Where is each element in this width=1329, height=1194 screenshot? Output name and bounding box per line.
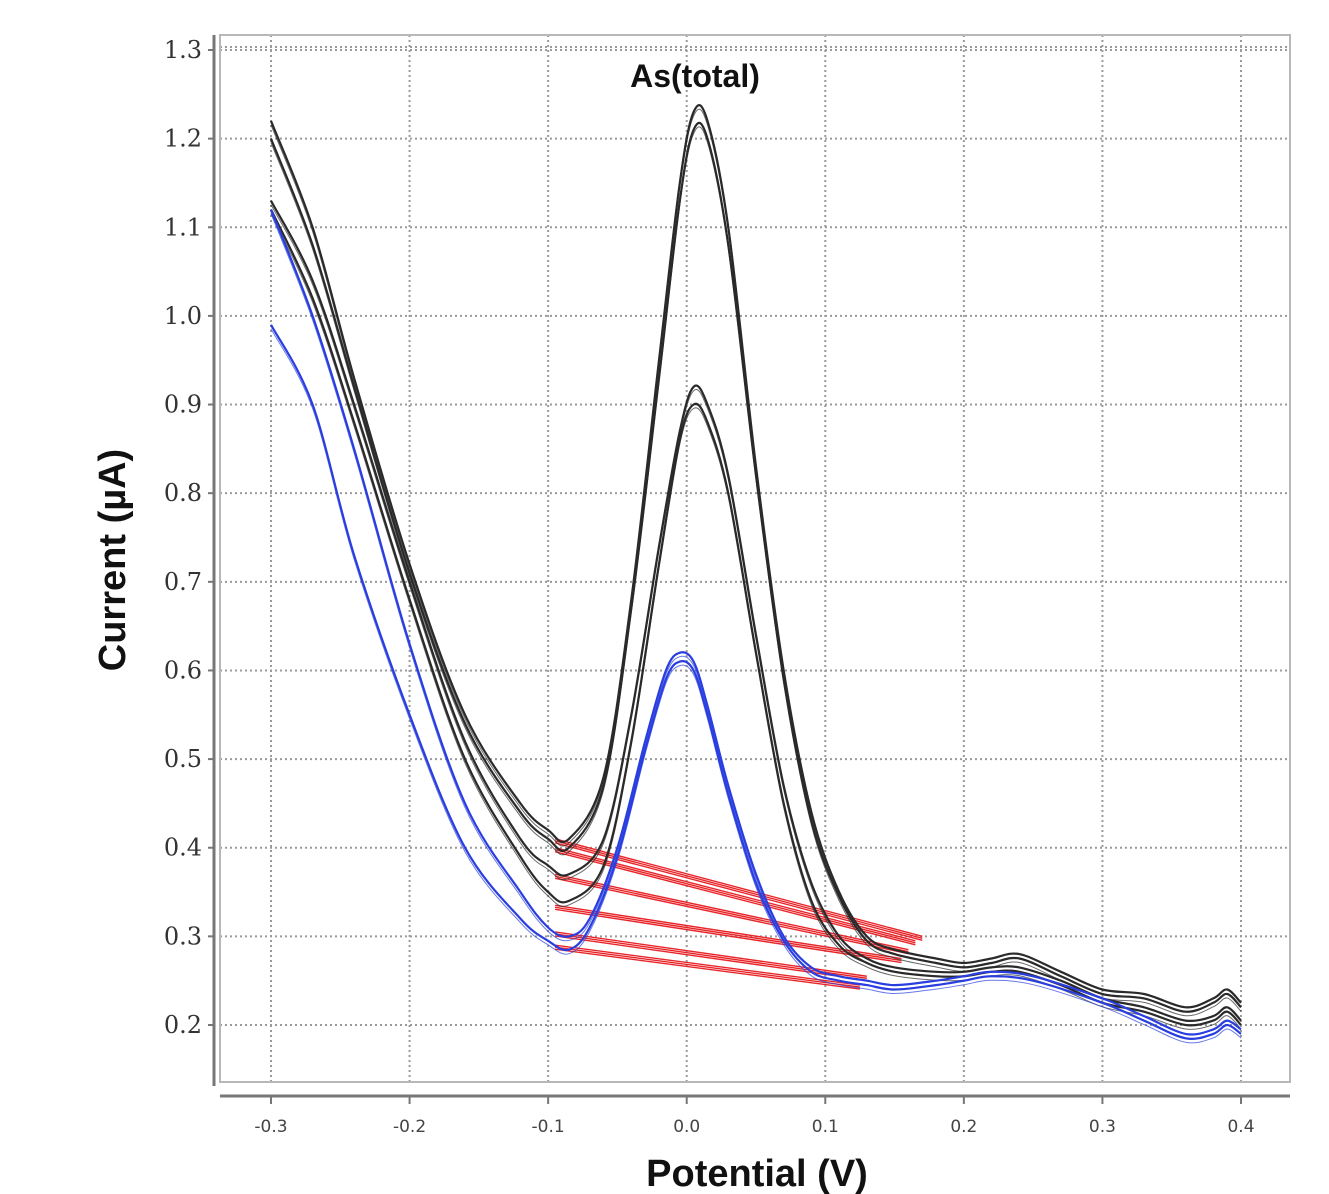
x-axis-ticks: -0.3 -0.2 -0.1 0.0 0.1 0.2 0.3 0.4 — [254, 1096, 1255, 1137]
series-lines — [269, 104, 1242, 1044]
baseline-line — [554, 875, 909, 953]
series-line — [269, 121, 1242, 1013]
baseline-line — [554, 847, 916, 942]
baseline-line — [554, 946, 861, 988]
series-line-echo — [270, 328, 1242, 1044]
baseline-line — [554, 933, 867, 979]
x-tick-label: 0.3 — [1089, 1117, 1116, 1137]
series-line — [270, 324, 1242, 1040]
y-tick-label: 1.0 — [164, 302, 202, 330]
y-axis-ticks: 0.2 0.3 0.4 0.5 0.6 0.7 0.8 0.9 1.0 1.1 1.2 1.3 — [164, 36, 214, 1039]
x-tick-label: -0.2 — [393, 1117, 426, 1137]
y-tick-label: 0.3 — [164, 922, 202, 950]
baseline-line — [554, 935, 867, 981]
y-tick-label: 0.7 — [164, 568, 202, 596]
y-tick-label: 1.1 — [164, 213, 202, 241]
y-tick-label: 0.4 — [164, 834, 202, 862]
plot-frame — [212, 34, 1291, 1098]
series-line-echo — [270, 126, 1242, 1017]
plot-area — [219, 34, 1291, 1083]
y-tick-label: 0.8 — [164, 479, 202, 507]
x-tick-label: -0.1 — [532, 1117, 565, 1137]
x-tick-label: 0.1 — [812, 1117, 839, 1137]
y-axis-label: Current (µA) — [92, 449, 134, 671]
x-tick-label: 0.0 — [673, 1117, 700, 1137]
baseline-line — [554, 873, 909, 951]
y-tick-label: 1.2 — [164, 125, 202, 153]
series-line — [269, 104, 1242, 1009]
series-line — [270, 200, 1242, 1023]
baseline-lines — [554, 838, 923, 990]
x-tick-label: 0.2 — [950, 1117, 977, 1137]
grid — [220, 35, 1290, 1082]
baseline-line — [554, 944, 861, 986]
y-tick-label: 0.6 — [164, 656, 202, 684]
x-axis-label: Potential (V) — [646, 1153, 868, 1194]
y-tick-label: 0.2 — [164, 1011, 202, 1039]
series-line — [269, 209, 1242, 1036]
baseline-line — [554, 948, 861, 990]
baseline-line — [554, 906, 902, 962]
baseline-line — [554, 842, 923, 942]
baseline-line — [554, 877, 909, 955]
y-tick-label: 0.5 — [164, 745, 202, 773]
x-tick-label: -0.3 — [254, 1117, 287, 1137]
x-tick-label: 0.4 — [1227, 1117, 1254, 1137]
y-tick-label: 0.9 — [164, 391, 202, 419]
peak-annotation: As(total) — [630, 58, 760, 94]
y-tick-label: 1.3 — [164, 36, 202, 64]
